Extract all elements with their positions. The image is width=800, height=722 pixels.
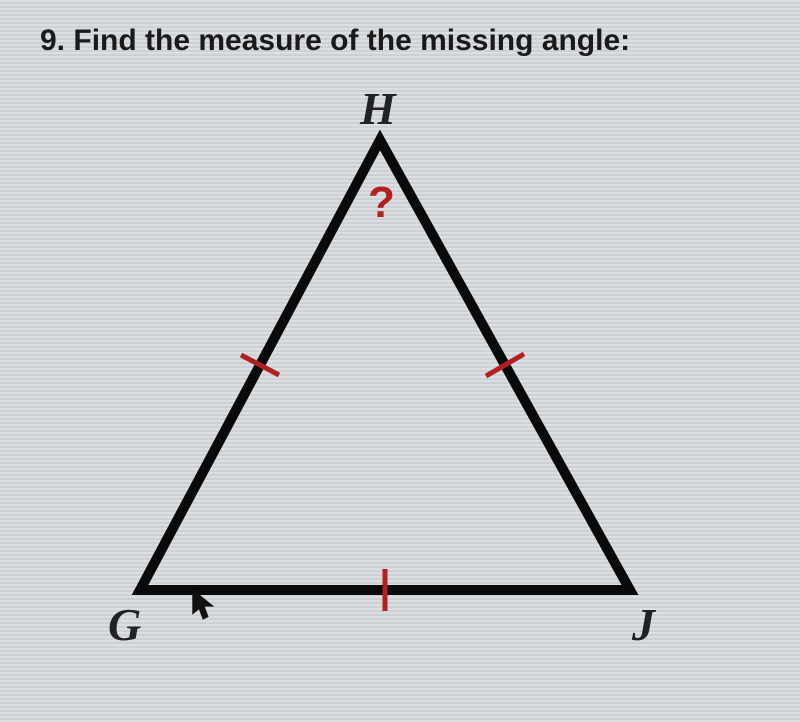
triangle-svg bbox=[80, 100, 720, 660]
triangle-diagram: H G J ? bbox=[80, 100, 720, 660]
vertex-label-g: G bbox=[108, 598, 141, 651]
unknown-angle-marker: ? bbox=[368, 178, 395, 228]
question-number: 9. bbox=[40, 24, 65, 57]
question-prompt: Find the measure of the missing angle: bbox=[73, 24, 630, 57]
question-text: 9. Find the measure of the missing angle… bbox=[40, 24, 630, 58]
vertex-label-h: H bbox=[360, 82, 396, 135]
vertex-label-j: J bbox=[632, 598, 655, 651]
